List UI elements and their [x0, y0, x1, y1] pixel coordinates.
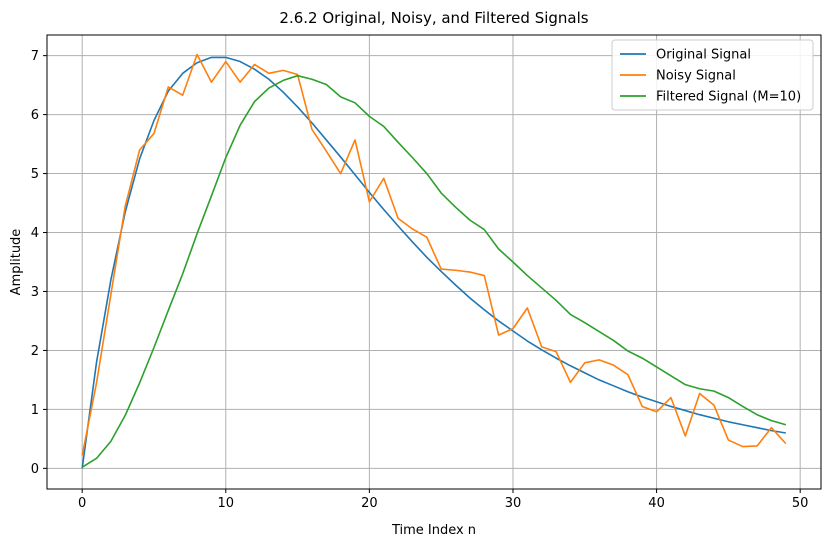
x-axis-label: Time Index n [391, 523, 476, 538]
series-line-1 [81, 53, 787, 456]
legend-label-0: Original Signal [656, 48, 751, 63]
x-tick-label: 20 [361, 496, 378, 511]
ticks: 0 10 20 30 40 50 0 1 2 3 4 5 6 7 [31, 49, 809, 511]
x-tick-label: 0 [78, 496, 86, 511]
y-tick-label: 4 [31, 226, 39, 241]
legend: Original Signal Noisy Signal Filtered Sign… [611, 39, 814, 111]
x-tick-label: 10 [218, 496, 235, 511]
series-line-2 [81, 74, 787, 468]
series-line-0 [81, 56, 786, 469]
legend-label-2: Filtered Signal (M=10) [656, 90, 801, 105]
x-tick-label: 40 [648, 496, 665, 511]
legend-box [611, 39, 814, 111]
x-tick-label: 30 [505, 496, 522, 511]
chart-title: 2.6.2 Original, Noisy, and Filtered Sign… [279, 9, 588, 27]
y-tick-label: 5 [31, 167, 39, 182]
y-tick-label: 6 [31, 108, 39, 123]
series-group [81, 53, 787, 469]
y-tick-label: 3 [31, 285, 39, 300]
y-tick-label: 2 [31, 344, 39, 359]
y-tick-label: 1 [31, 403, 39, 418]
plot-frame [46, 34, 822, 490]
y-tick-label: 0 [31, 462, 39, 477]
legend-label-1: Noisy Signal [656, 69, 736, 84]
y-tick-label: 7 [31, 49, 39, 64]
y-axis-label: Amplitude [9, 229, 24, 296]
x-tick-label: 50 [792, 496, 809, 511]
